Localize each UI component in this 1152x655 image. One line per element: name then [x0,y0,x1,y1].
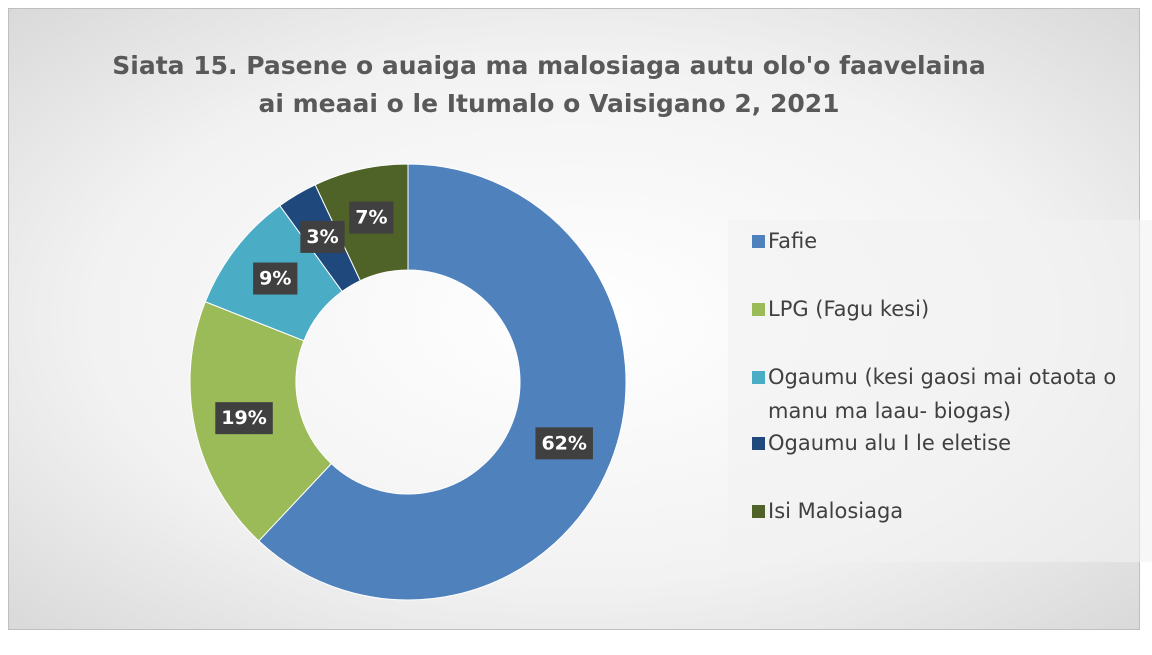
legend-label: Isi Malosiaga [768,499,904,523]
chart-title: Siata 15. Pasene o auaiga ma malosiaga a… [112,51,986,118]
data-label: 3% [300,220,345,253]
data-label-text: 7% [355,207,387,229]
legend-label: LPG (Fagu kesi) [768,297,930,321]
legend: Fafie LPG (Fagu kesi) Ogaumu (kesi gaosi m… [728,220,1152,562]
data-label-text: 9% [259,268,291,290]
donut-slice [258,163,627,601]
legend-item: LPG (Fagu kesi) [740,292,1140,326]
legend-swatch [752,303,765,316]
data-label-box [300,220,345,253]
data-label-box [215,402,273,435]
data-label-text: 62% [541,432,586,454]
legend-item: Ogaumu alu I le eletise [740,426,1140,460]
legend-swatch [752,235,765,248]
legend-swatch [752,437,765,450]
data-label-box [535,427,593,460]
data-label: 19% [215,402,273,435]
legend-label: Fafie [768,229,818,253]
legend-swatch [752,505,765,518]
legend-label: Ogaumu alu I le eletise [768,431,1012,455]
legend-label: Ogaumu (kesi gaosi mai otaota o manu ma … [768,365,1117,423]
data-label-box [253,262,298,295]
legend-item: Fafie [740,224,1140,258]
data-label-text: 19% [221,407,266,429]
data-label: 7% [349,201,394,234]
data-label: 62% [535,427,593,460]
data-label-text: 3% [306,226,338,248]
data-label: 9% [253,262,298,295]
data-label-box [349,201,394,234]
legend-swatch [752,371,765,384]
legend-item: Ogaumu (kesi gaosi mai otaota o manu ma … [740,360,1140,428]
legend-item: Isi Malosiaga [740,494,1140,528]
